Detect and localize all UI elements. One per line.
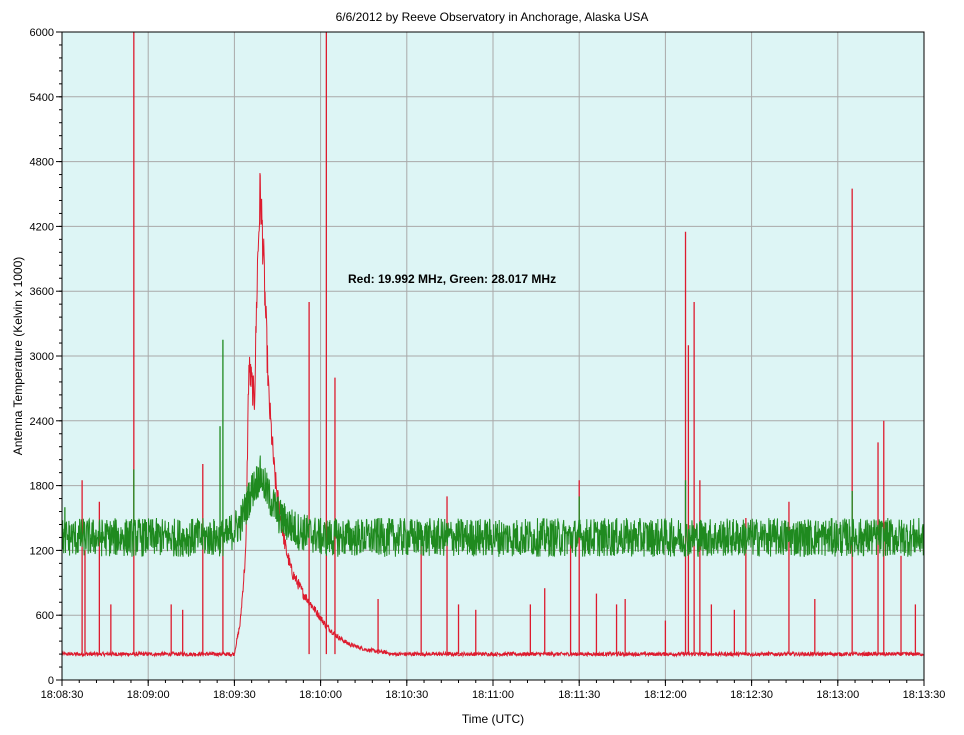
chart-title: 6/6/2012 by Reeve Observatory in Anchora… bbox=[336, 10, 649, 24]
y-tick-label: 1200 bbox=[30, 545, 54, 557]
y-tick-label: 2400 bbox=[30, 416, 54, 428]
y-axis-label: Antenna Temperature (Kelvin x 1000) bbox=[11, 257, 25, 456]
y-tick-label: 6000 bbox=[30, 27, 54, 39]
y-tick-label: 0 bbox=[48, 675, 54, 687]
y-tick-label: 600 bbox=[36, 610, 54, 622]
y-tick-label: 4800 bbox=[30, 157, 54, 169]
legend-annotation: Red: 19.992 MHz, Green: 28.017 MHz bbox=[348, 272, 556, 286]
x-tick-label: 18:09:00 bbox=[127, 689, 170, 701]
x-tick-label: 18:11:30 bbox=[558, 689, 600, 701]
y-tick-label: 1800 bbox=[30, 481, 54, 493]
x-tick-label: 18:10:30 bbox=[385, 689, 428, 701]
x-tick-label: 18:12:00 bbox=[644, 689, 687, 701]
series-layer bbox=[61, 32, 925, 658]
x-tick-label: 18:09:30 bbox=[213, 689, 256, 701]
axis-ticks: 0 600 1200 1800 2400 3000 3600 4200 4800 5400 6000… bbox=[30, 27, 946, 701]
series-line-red bbox=[61, 173, 924, 658]
series-line-green bbox=[61, 455, 925, 558]
x-tick-label: 18:13:00 bbox=[816, 689, 859, 701]
y-tick-label: 3000 bbox=[30, 351, 54, 363]
y-tick-label: 5400 bbox=[30, 92, 54, 104]
x-tick-label: 18:10:00 bbox=[299, 689, 342, 701]
y-tick-label: 4200 bbox=[30, 221, 54, 233]
x-tick-label: 18:08:30 bbox=[41, 689, 84, 701]
x-tick-label: 18:11:00 bbox=[472, 689, 514, 701]
x-axis-label: Time (UTC) bbox=[462, 712, 524, 726]
y-tick-label: 3600 bbox=[30, 286, 54, 298]
x-tick-label: 18:12:30 bbox=[730, 689, 773, 701]
x-tick-label: 18:13:30 bbox=[903, 689, 946, 701]
